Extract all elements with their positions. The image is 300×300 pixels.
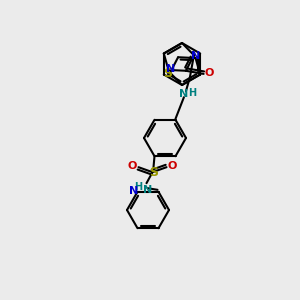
Text: O: O bbox=[128, 161, 137, 171]
Text: N: N bbox=[129, 186, 138, 196]
Text: N: N bbox=[166, 64, 175, 74]
Text: H: H bbox=[188, 88, 196, 98]
Text: N: N bbox=[179, 89, 188, 99]
Text: N: N bbox=[143, 185, 152, 195]
Text: S: S bbox=[149, 166, 158, 179]
Text: N: N bbox=[191, 51, 200, 61]
Text: O: O bbox=[168, 161, 177, 171]
Text: H: H bbox=[134, 182, 142, 192]
Text: O: O bbox=[205, 68, 214, 78]
Text: S: S bbox=[164, 67, 172, 80]
